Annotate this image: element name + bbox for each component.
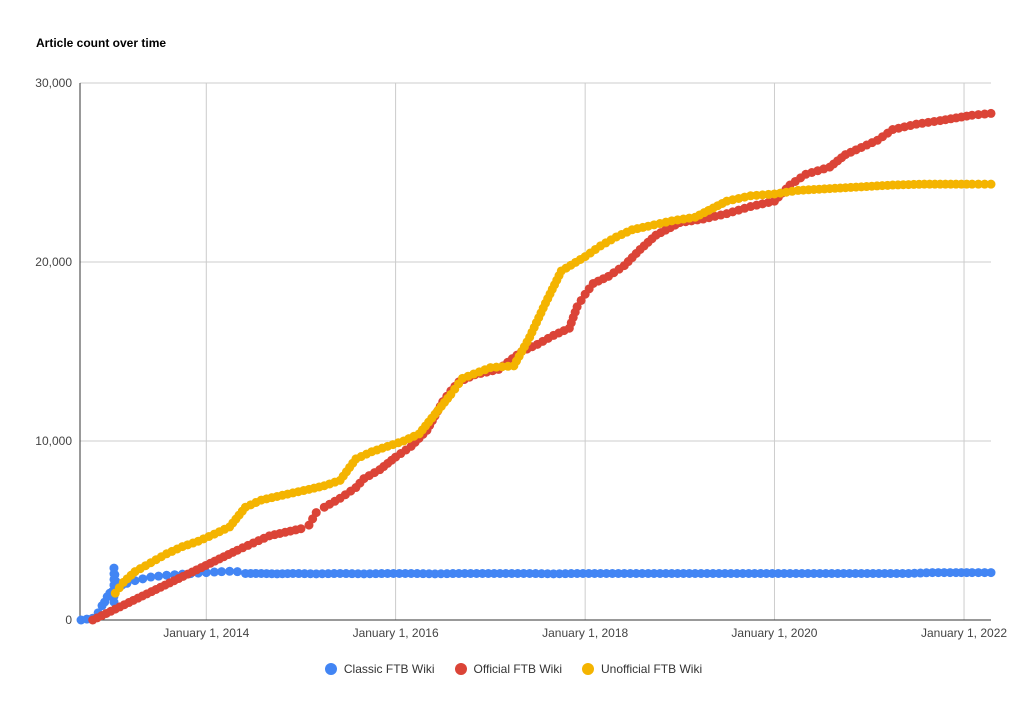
legend-label: Official FTB Wiki <box>473 662 562 676</box>
data-point <box>986 568 996 578</box>
y-tick-label: 20,000 <box>35 255 72 269</box>
x-tick-label: January 1, 2022 <box>921 626 1007 640</box>
legend: Classic FTB Wiki Official FTB Wiki Unoffic… <box>0 662 1027 676</box>
data-point <box>146 572 156 582</box>
legend-item: Classic FTB Wiki <box>324 662 435 676</box>
legend-swatch <box>454 663 467 675</box>
y-tick-label: 10,000 <box>35 434 72 448</box>
y-tick-label: 30,000 <box>35 76 72 90</box>
data-point <box>973 179 983 189</box>
x-tick-label: January 1, 2018 <box>542 626 628 640</box>
grid-lines <box>80 82 991 620</box>
data-points <box>76 108 996 625</box>
data-point <box>162 570 172 580</box>
data-point <box>232 567 242 577</box>
data-point <box>311 508 321 518</box>
legend-label: Unofficial FTB Wiki <box>600 662 703 676</box>
data-point <box>209 567 219 577</box>
data-point <box>986 108 996 118</box>
data-point <box>138 574 148 584</box>
tick-labels: 0 10,000 20,000 30,000 January 1, 2014 Januar… <box>35 76 1007 640</box>
legend-swatch <box>581 663 594 675</box>
data-point <box>980 568 990 578</box>
legend-item: Unofficial FTB Wiki <box>581 662 703 676</box>
data-point <box>986 179 996 189</box>
data-point <box>967 179 977 189</box>
data-point <box>110 570 120 580</box>
x-tick-label: January 1, 2014 <box>163 626 249 640</box>
series-unofficial-ftb-wiki <box>110 179 996 598</box>
data-point <box>980 179 990 189</box>
series-classic-ftb-wiki <box>76 563 996 625</box>
axes <box>79 83 991 621</box>
data-point <box>225 566 235 576</box>
x-tick-label: January 1, 2020 <box>731 626 817 640</box>
data-point <box>973 568 983 578</box>
y-tick-label: 0 <box>65 613 72 627</box>
data-point <box>154 571 164 581</box>
legend-item: Official FTB Wiki <box>454 662 562 676</box>
x-tick-label: January 1, 2016 <box>353 626 439 640</box>
data-point <box>217 567 227 577</box>
data-point <box>109 563 119 573</box>
legend-label: Classic FTB Wiki <box>343 662 435 676</box>
legend-swatch <box>324 663 337 675</box>
chart-title: Article count over time <box>36 36 167 50</box>
data-point <box>967 568 977 578</box>
data-point <box>296 524 306 534</box>
